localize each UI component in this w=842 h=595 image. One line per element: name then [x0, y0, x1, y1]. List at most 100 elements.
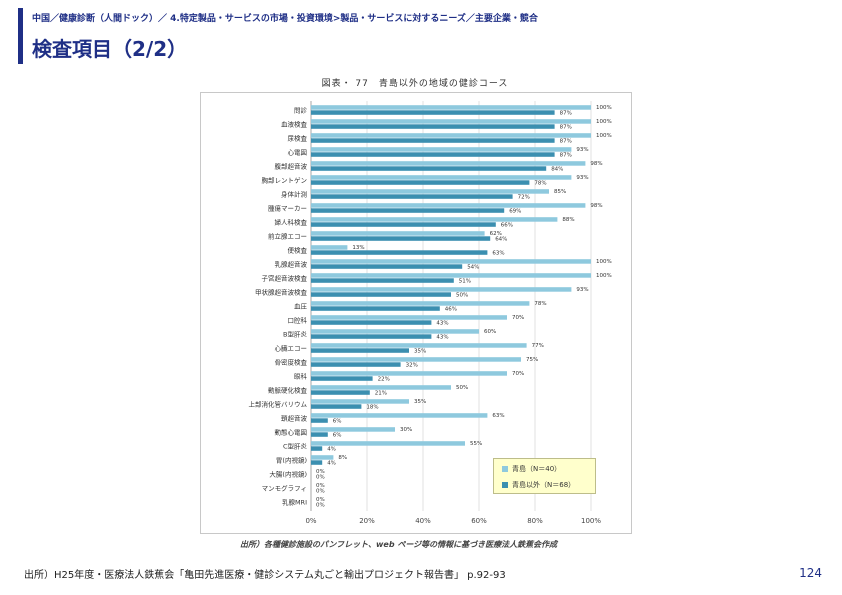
x-tick-label: 60% — [471, 517, 487, 525]
data-label-series-2: 35% — [414, 348, 426, 354]
bar-series-1 — [311, 119, 591, 124]
data-label-series-1: 93% — [576, 147, 588, 153]
bar-series-2 — [311, 250, 488, 255]
category-label: 口腔科 — [288, 316, 308, 325]
category-label: 便検査 — [288, 246, 308, 255]
data-label-series-1: 50% — [456, 385, 468, 391]
data-label-series-2: 87% — [560, 152, 572, 158]
bar-series-2 — [311, 446, 323, 451]
breadcrumb: 中国／健康診断（人間ドック）／ 4.特定製品・サービスの市場・投資環境>製品・サ… — [32, 14, 538, 24]
category-label: C型肝炎 — [283, 442, 308, 451]
data-label-series-1: 98% — [590, 161, 602, 167]
category-label: 頚超音波 — [281, 414, 308, 423]
bar-series-2 — [311, 208, 505, 213]
title-accent-bar — [18, 8, 23, 64]
bar-series-2 — [311, 124, 555, 129]
data-label-series-2: 50% — [456, 292, 468, 298]
category-label: 婦人科検査 — [275, 218, 308, 227]
category-label: マンモグラフィ — [262, 484, 307, 493]
bar-series-1 — [311, 147, 572, 152]
bar-series-2 — [311, 138, 555, 143]
x-tick-label: 100% — [581, 517, 601, 525]
data-label-series-1: 63% — [492, 413, 504, 419]
bar-series-2 — [311, 460, 323, 465]
data-label-series-1: 0% — [316, 497, 325, 503]
category-label: 尿検査 — [288, 134, 308, 143]
data-label-series-1: 70% — [512, 371, 524, 377]
data-label-series-2: 43% — [436, 334, 448, 340]
data-label-series-2: 78% — [534, 180, 546, 186]
category-label: 骨密度検査 — [275, 358, 308, 367]
data-label-series-1: 100% — [596, 105, 612, 111]
data-label-series-2: 4% — [327, 446, 336, 452]
data-label-series-1: 100% — [596, 259, 612, 265]
category-label: 問診 — [294, 106, 308, 115]
data-label-series-1: 88% — [562, 217, 574, 223]
data-label-series-1: 35% — [414, 399, 426, 405]
data-label-series-1: 98% — [590, 203, 602, 209]
chart-legend: 青島（N＝40） 青島以外（N＝68） — [493, 458, 596, 494]
bar-series-1 — [311, 189, 549, 194]
legend-swatch-series-2 — [502, 482, 508, 488]
data-label-series-2: 46% — [445, 306, 457, 312]
data-label-series-2: 6% — [333, 432, 342, 438]
data-label-series-1: 100% — [596, 273, 612, 279]
bar-series-1 — [311, 455, 334, 460]
data-label-series-2: 72% — [518, 194, 530, 200]
category-label: 子宮超音波検査 — [262, 274, 308, 283]
bar-series-1 — [311, 371, 507, 376]
category-label: 腫瘍マーカー — [268, 204, 307, 213]
data-label-series-1: 77% — [532, 343, 544, 349]
bar-series-2 — [311, 194, 513, 199]
chart-frame: 0% 20% 40% 60% 80% 100% 問診 100% 87% 血液検査 100% 87% 尿検… — [200, 92, 632, 534]
category-label: 身体計測 — [281, 190, 307, 199]
bar-series-1 — [311, 105, 591, 110]
bar-series-1 — [311, 399, 409, 404]
bar-series-2 — [311, 390, 370, 395]
data-label-series-1: 30% — [400, 427, 412, 433]
bar-series-1 — [311, 301, 530, 306]
category-label: 大腸(内視鏡) — [269, 470, 307, 479]
figure-title: 図表・ 77 青島以外の地域の健診コース — [321, 79, 509, 89]
legend-label-series-1: 青島（N＝40） — [512, 465, 562, 473]
bar-series-1 — [311, 343, 527, 348]
data-label-series-1: 62% — [490, 231, 502, 237]
bar-series-1 — [311, 175, 572, 180]
bar-series-2 — [311, 362, 401, 367]
legend-label-series-2: 青島以外（N＝68） — [512, 481, 576, 489]
data-label-series-2: 63% — [492, 250, 504, 256]
data-label-series-1: 0% — [316, 483, 325, 489]
data-label-series-2: 66% — [501, 222, 513, 228]
bar-series-2 — [311, 404, 362, 409]
data-label-series-1: 78% — [534, 301, 546, 307]
bar-series-1 — [311, 441, 465, 446]
data-label-series-2: 0% — [316, 474, 325, 480]
figure-source-note: 出所）各種健診施設のパンフレット、web ページ等の情報に基づき医療法人鉄蕉会作… — [240, 540, 558, 549]
data-label-series-1: 60% — [484, 329, 496, 335]
data-label-series-1: 55% — [470, 441, 482, 447]
category-label: 胸部レントゲン — [262, 176, 308, 185]
bar-series-1 — [311, 287, 572, 292]
category-label: 胃(内視鏡) — [276, 456, 307, 465]
category-label: 心電図 — [288, 149, 308, 157]
data-label-series-1: 8% — [338, 455, 347, 461]
data-label-series-2: 87% — [560, 124, 572, 130]
x-tick-label: 20% — [359, 517, 375, 525]
bar-series-2 — [311, 222, 496, 227]
category-label: 眼科 — [294, 372, 308, 381]
data-label-series-2: 51% — [459, 278, 471, 284]
bar-series-1 — [311, 217, 558, 222]
bar-series-1 — [311, 203, 586, 208]
data-label-series-2: 69% — [509, 208, 521, 214]
data-label-series-1: 70% — [512, 315, 524, 321]
x-tick-label: 0% — [305, 517, 316, 525]
category-label: 動脈硬化検査 — [268, 386, 308, 395]
data-label-series-1: 75% — [526, 357, 538, 363]
bar-series-2 — [311, 278, 454, 283]
bar-series-2 — [311, 334, 432, 339]
category-label: 甲状腺超音波検査 — [255, 288, 308, 297]
data-label-series-2: 22% — [378, 376, 390, 382]
bar-series-1 — [311, 357, 521, 362]
data-label-series-1: 13% — [352, 245, 364, 251]
bar-series-2 — [311, 320, 432, 325]
